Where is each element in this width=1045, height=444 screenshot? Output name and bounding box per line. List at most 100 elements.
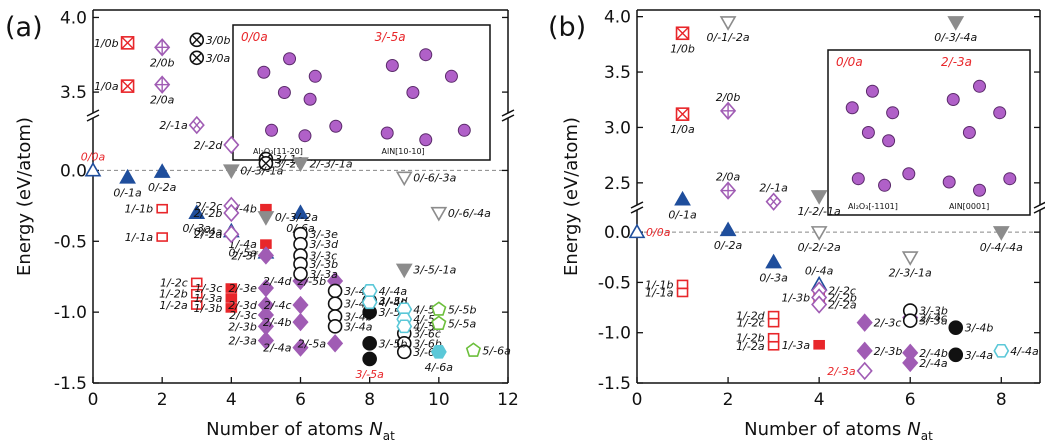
data-point (363, 352, 376, 365)
inset-axis: AlN[0001] (949, 202, 989, 211)
marker-shape (812, 227, 826, 239)
inset-atom (304, 93, 316, 105)
marker-shape (294, 297, 308, 313)
x-axis-label-var: N (907, 419, 920, 440)
inset-atom (852, 173, 864, 185)
x-tick-label: 10 (428, 390, 450, 410)
x-tick-label: 6 (295, 390, 306, 410)
inset-atom (407, 87, 419, 99)
point-label: 3/-5/-1a (413, 264, 456, 277)
y-axis-label: Energy (eV/atom) (14, 117, 35, 276)
marker-shape (949, 321, 962, 334)
point-label: 3/-4a (344, 320, 373, 333)
point-label: 2/-1a (159, 119, 188, 132)
data-point (294, 267, 307, 280)
data-point (363, 285, 377, 297)
point-label: 0/-2a (148, 181, 177, 194)
data-point (767, 194, 781, 210)
inset-atom (887, 107, 899, 119)
data-point (329, 320, 342, 333)
point-label: 0/-6/-3a (413, 172, 456, 185)
marker-shape (858, 343, 872, 359)
marker-shape (721, 223, 735, 235)
marker-shape (630, 225, 644, 237)
inset-box (233, 25, 490, 160)
data-point (769, 334, 779, 342)
data-point (630, 225, 644, 237)
x-tick-label: 12 (497, 390, 519, 410)
data-point (363, 296, 377, 308)
marker-shape (121, 171, 135, 183)
data-point (812, 191, 826, 203)
point-label: 2/-3b (228, 320, 257, 333)
point-label: 3/-4b (965, 322, 994, 335)
x-tick-label: 0 (88, 390, 99, 410)
point-label: 3/0b (206, 34, 231, 47)
point-label: 5/-5a (448, 317, 477, 330)
data-point (190, 33, 203, 46)
point-label: 0/-6/-4a (448, 207, 491, 220)
point-label: 4/-6a (425, 361, 454, 374)
point-label: 3/-5b (379, 337, 408, 350)
x-tick-label: 4 (814, 390, 825, 410)
figure: 024681012-1.5-1.0-0.50.03.54.0(a)Energy … (0, 0, 1045, 444)
y-tick-label: 4.0 (604, 8, 631, 28)
data-point (767, 255, 781, 267)
data-point (949, 321, 962, 334)
inset-atom (883, 135, 895, 147)
data-point (155, 77, 169, 93)
marker-shape (157, 233, 167, 241)
data-point (224, 165, 238, 177)
point-label: 2/0a (716, 171, 741, 184)
point-label: 2/-3a (827, 365, 856, 378)
inset-atom (266, 124, 278, 136)
x-tick-label: 8 (996, 390, 1007, 410)
point-label: 2/-5a (298, 337, 327, 350)
point-label: 2/-3/-1a (310, 157, 353, 170)
data-point (432, 346, 446, 358)
x-axis-label-sub: at (383, 429, 395, 443)
inset-atom (862, 127, 874, 139)
data-point (155, 39, 169, 55)
point-label: 2/-3b (874, 345, 903, 358)
point-label: 1/0a (94, 80, 119, 93)
inset-atom (381, 127, 393, 139)
point-label: 2/-3e (228, 282, 257, 295)
marker-shape (363, 285, 377, 297)
x-axis-label: Number of atomsNat (744, 419, 933, 443)
point-label: 0/-2a (714, 239, 743, 252)
point-label: 2/-1a (759, 182, 788, 195)
marker-shape (678, 288, 688, 296)
marker-shape (721, 17, 735, 29)
data-point (86, 163, 100, 175)
data-point (190, 117, 204, 133)
point-label: 2/-3c (874, 317, 902, 330)
data-point (259, 212, 273, 224)
point-label: 2/-4c (264, 299, 292, 312)
y-tick-label: -1.0 (54, 303, 87, 323)
marker-shape (294, 314, 308, 330)
point-label: 5/-5b (448, 303, 477, 316)
point-label: 1/-2c (737, 317, 765, 330)
inset-atom (879, 179, 891, 191)
point-label: 2/-4a (263, 342, 292, 355)
point-label: 2/0b (150, 56, 175, 69)
y-tick-label: -1.5 (598, 374, 631, 394)
marker-shape (329, 297, 342, 310)
point-label: 1/0b (94, 37, 119, 50)
inset-atom (386, 60, 398, 72)
point-label: 0/-3/-2a (275, 211, 318, 224)
point-label: 1/-2a (736, 340, 765, 353)
y-tick-label: 2.5 (604, 174, 631, 194)
marker-shape (994, 227, 1008, 239)
marker-shape (769, 334, 779, 342)
y-tick-label: 4.0 (60, 8, 87, 28)
data-point (812, 227, 826, 239)
marker-shape (363, 296, 377, 308)
inset-axis: AlN[10-10] (382, 147, 425, 156)
data-point (259, 247, 273, 263)
marker-shape (294, 267, 307, 280)
inset-atom (947, 94, 959, 106)
x-axis-label-var: N (369, 419, 382, 440)
data-point (122, 80, 134, 92)
